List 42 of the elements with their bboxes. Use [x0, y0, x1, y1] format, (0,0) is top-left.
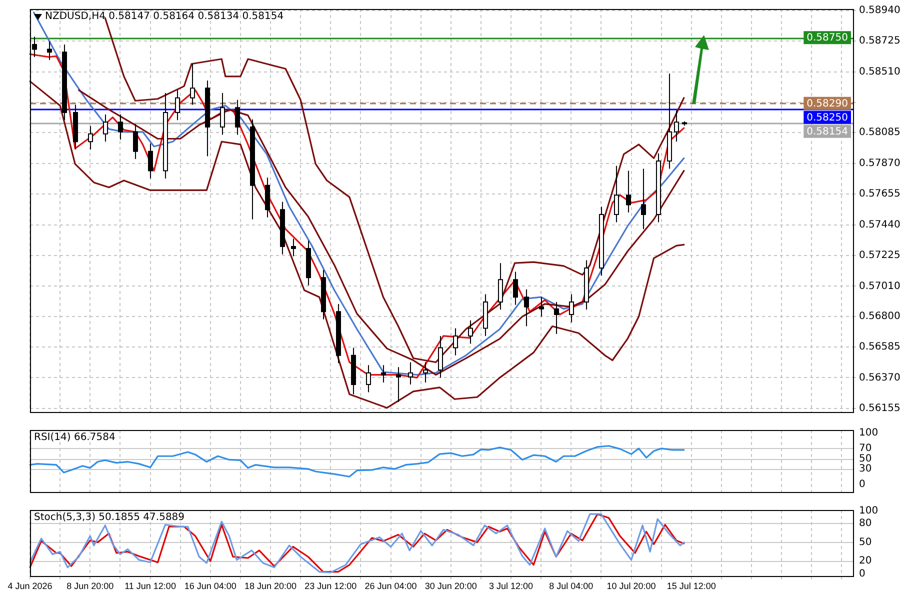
- y-tick-label: 0.57010: [859, 280, 900, 292]
- y-tick-label: 0: [859, 568, 866, 580]
- category-label: 4 Jun 2026: [8, 581, 52, 592]
- ref-line-label: 0.58250: [806, 112, 848, 124]
- y-tick-label: 100: [859, 428, 878, 439]
- chart-title: Stoch(5,3,3) 50.1855 47.5889: [34, 512, 185, 523]
- y-tick-label: 0.58940: [859, 5, 900, 16]
- y-tick-label: 0.56585: [859, 342, 900, 353]
- category-label: 11 Jun 12:00: [124, 581, 176, 592]
- chart-title: NZDUSD,H4 0.58147 0.58164 0.58134 0.58154: [45, 11, 284, 22]
- category-label: 23 Jun 12:00: [304, 581, 357, 592]
- category-label: 10 Jul 20:00: [606, 581, 656, 592]
- category-label: 18 Jun 20:00: [244, 581, 297, 592]
- y-tick-label: 0.58510: [859, 66, 900, 78]
- y-tick-label: 0.57655: [859, 188, 900, 200]
- chart-title: RSI(14) 66.7584: [34, 432, 116, 443]
- y-tick-label: 20: [859, 556, 872, 567]
- y-tick-label: 30: [859, 464, 872, 475]
- y-tick-label: 0.56370: [859, 372, 900, 384]
- ref-line-label: 0.58750: [806, 32, 848, 44]
- y-tick-label: 0.57440: [859, 219, 900, 230]
- ref-line-label: 0.58154: [806, 126, 848, 138]
- y-tick-label: 0.57870: [859, 158, 900, 169]
- category-label: 26 Jun 04:00: [364, 581, 417, 592]
- y-tick-label: 0.56155: [859, 403, 900, 414]
- y-tick-label: 50: [859, 536, 872, 548]
- category-label: 8 Jul 04:00: [549, 581, 594, 592]
- y-tick-label: 0.56800: [859, 310, 900, 322]
- category-label: 3 Jul 12:00: [489, 581, 534, 592]
- y-tick-label: 0: [859, 478, 866, 490]
- y-tick-label: 100: [859, 506, 878, 517]
- y-tick-label: 0.58725: [859, 36, 900, 47]
- ref-line-label: 0.58290: [806, 98, 848, 110]
- y-tick-label: 50: [859, 453, 872, 464]
- y-tick-label: 0.57225: [859, 250, 900, 262]
- category-label: 8 Jun 20:00: [66, 581, 114, 592]
- y-tick-label: 0.58085: [859, 127, 900, 138]
- y-tick-label: 70: [859, 443, 872, 454]
- category-label: 15 Jul 12:00: [666, 581, 716, 592]
- category-label: 16 Jun 04:00: [184, 581, 236, 592]
- y-tick-label: 80: [859, 518, 872, 530]
- category-label: 30 Jun 20:00: [424, 581, 477, 592]
